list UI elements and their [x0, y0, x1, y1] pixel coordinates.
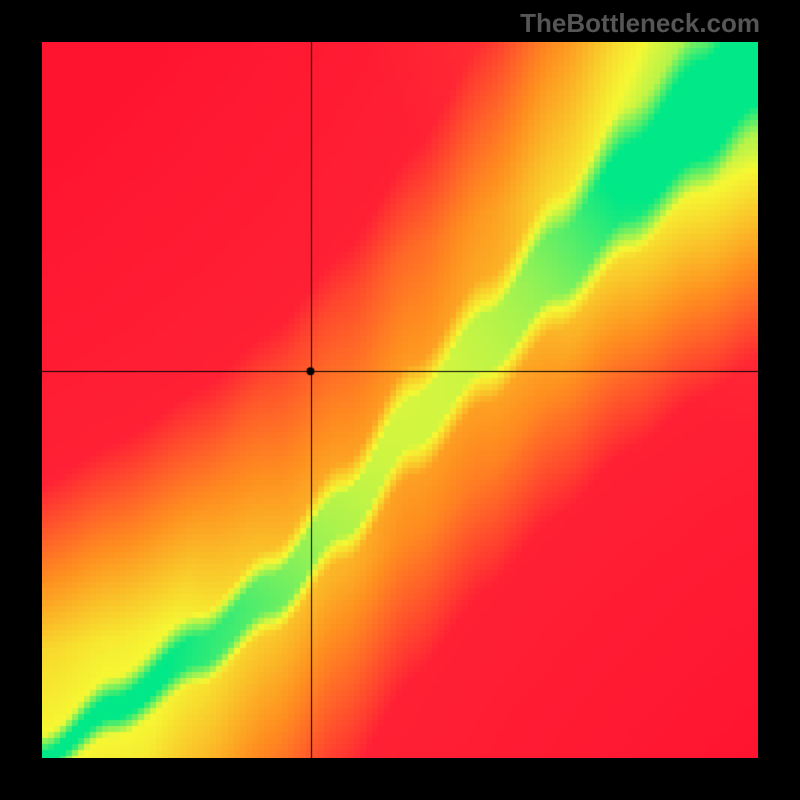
watermark-text: TheBottleneck.com: [520, 8, 760, 39]
bottleneck-heatmap: [42, 42, 758, 758]
